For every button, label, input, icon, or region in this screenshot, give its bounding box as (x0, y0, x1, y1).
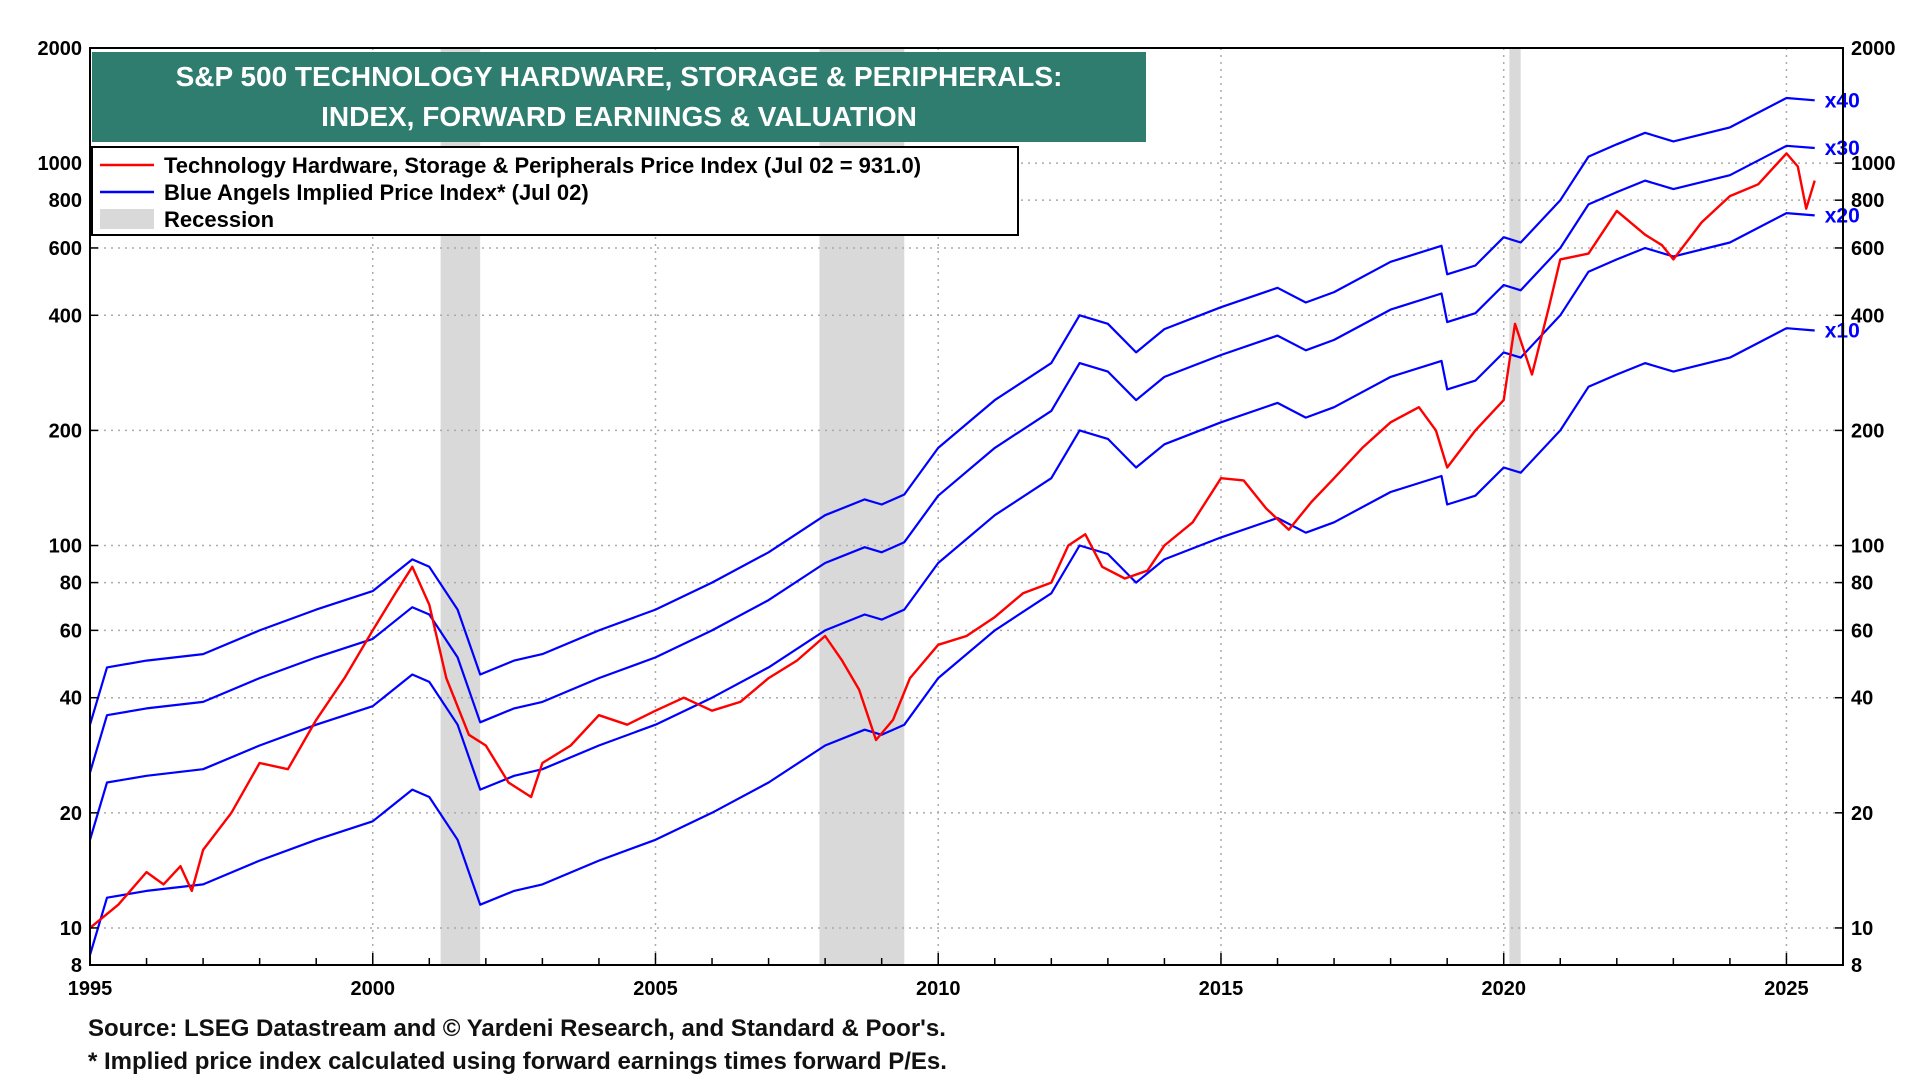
implied-line-x10 (88, 327, 1815, 956)
y-tick-label-left: 100 (49, 536, 82, 558)
chart-title-line2: INDEX, FORWARD EARNINGS & VALUATION (321, 101, 917, 132)
price-index-line (89, 152, 1816, 929)
legend-label-price: Technology Hardware, Storage & Periphera… (164, 153, 921, 178)
implied-line-x20 (88, 212, 1815, 841)
chart-title-line1: S&P 500 TECHNOLOGY HARDWARE, STORAGE & P… (176, 61, 1063, 92)
y-tick-label-right: 20 (1851, 803, 1873, 825)
y-tick-label-right: 2000 (1851, 38, 1896, 60)
y-tick-label-right: 60 (1851, 620, 1873, 642)
y-tick-label-left: 2000 (38, 38, 83, 60)
y-tick-label-right: 200 (1851, 420, 1884, 442)
x-tick-label: 1995 (68, 978, 113, 1000)
y-tick-label-right: 8 (1851, 955, 1862, 977)
y-tick-label-right: 10 (1851, 918, 1873, 940)
y-tick-label-right: 100 (1851, 536, 1884, 558)
y-tick-label-left: 10 (60, 918, 82, 940)
footnote-implied: * Implied price index calculated using f… (88, 1048, 947, 1075)
y-tick-label-left: 200 (49, 420, 82, 442)
y-tick-label-left: 80 (60, 573, 82, 595)
y-tick-label-left: 600 (49, 238, 82, 260)
title-box (92, 52, 1146, 142)
x-tick-label: 2015 (1199, 978, 1244, 1000)
implied-line-x40 (88, 96, 1815, 726)
legend-swatch-recession (100, 209, 154, 229)
y-tick-label-left: 20 (60, 803, 82, 825)
y-tick-label-left: 400 (49, 305, 82, 327)
y-tick-label-right: 80 (1851, 573, 1873, 595)
y-tick-label-left: 60 (60, 620, 82, 642)
legend-label-recession: Recession (164, 207, 274, 232)
recession-band-3 (1509, 48, 1521, 965)
y-tick-label-right: 600 (1851, 238, 1884, 260)
plot-frame (89, 47, 1844, 966)
footnote-source: Source: LSEG Datastream and © Yardeni Re… (88, 1015, 946, 1042)
y-tick-label-right: 800 (1851, 190, 1884, 212)
legend-box (91, 146, 1019, 236)
legend-label-implied: Blue Angels Implied Price Index* (Jul 02… (164, 180, 589, 205)
y-tick-label-right: 1000 (1851, 153, 1896, 175)
y-tick-label-left: 800 (49, 190, 82, 212)
implied-line-x30 (88, 144, 1815, 773)
y-tick-label-left: 1000 (38, 153, 83, 175)
y-tick-label-right: 400 (1851, 305, 1884, 327)
x-tick-label: 2005 (633, 978, 678, 1000)
y-tick-label-left: 40 (60, 688, 82, 710)
x-tick-label: 2025 (1764, 978, 1809, 1000)
x-tick-label: 2010 (916, 978, 961, 1000)
x-tick-label: 2020 (1481, 978, 1526, 1000)
x-tick-label: 2000 (350, 978, 395, 1000)
y-tick-label-right: 40 (1851, 688, 1873, 710)
y-tick-label-left: 8 (71, 955, 82, 977)
